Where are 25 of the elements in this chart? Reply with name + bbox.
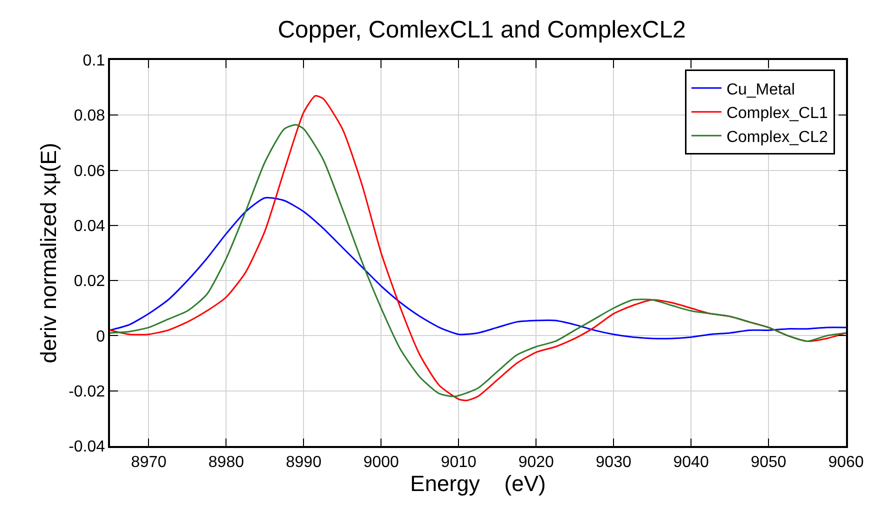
x-tick-label: 8990: [286, 454, 322, 471]
y-axis-title: deriv normalized xμ(E): [36, 142, 61, 364]
x-tick-label: 9040: [673, 454, 709, 471]
y-tick-label: 0.1: [82, 52, 106, 70]
y-tick-label: -0.02: [68, 383, 106, 400]
x-tick-label: 8970: [130, 454, 167, 471]
x-tick-label: 9010: [440, 454, 477, 471]
y-tick-label: -0.04: [68, 438, 106, 456]
x-tick-label: 9030: [596, 454, 632, 471]
x-axis-title: Energy (eV): [410, 470, 546, 496]
y-tick-label: 0.04: [74, 218, 106, 236]
x-tick-label: 9060: [828, 454, 864, 471]
x-tick-label: 9000: [363, 454, 400, 471]
y-tick-label: 0.02: [74, 273, 106, 290]
legend-label: Complex_CL1: [726, 105, 828, 122]
line-series: [110, 197, 846, 340]
x-tick-label: 8980: [208, 454, 244, 471]
legend-label: Cu_Metal: [726, 81, 795, 98]
y-tick-label: 0.08: [74, 108, 106, 125]
x-tick-label: 9020: [518, 454, 554, 471]
y-tick-label: 0.06: [74, 162, 106, 180]
chart-title: Copper, ComlexCL1 and ComplexCL2: [278, 16, 686, 44]
legend-label: Complex_CL2: [726, 128, 828, 146]
x-tick-label: 9050: [750, 454, 786, 471]
y-tick-label: 0: [96, 328, 106, 346]
